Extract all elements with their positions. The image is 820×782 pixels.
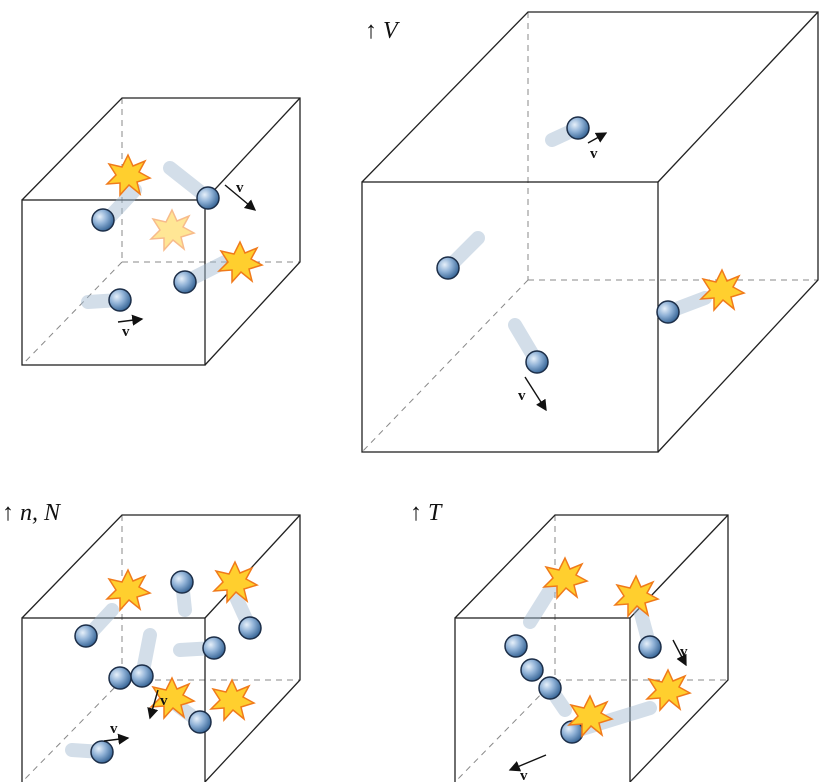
velocity-arrow [672,639,687,667]
panel-label: ↑ V [365,18,400,44]
cube [361,11,819,453]
velocity-arrow [524,376,547,412]
velocity-label: v [236,180,244,196]
velocity-label: v [160,693,168,709]
velocity-label: v [680,644,688,660]
cube [21,97,301,366]
velocity-arrow [147,689,159,720]
velocity-arrow [224,184,257,211]
velocity-arrow [587,132,608,144]
velocity-arrow [508,754,547,772]
velocity-label: v [122,324,130,340]
velocity-arrow [117,314,144,326]
molecules [504,557,691,744]
velocity-label: v [590,146,598,162]
molecules [436,116,745,374]
cube [21,514,301,782]
molecules [81,154,263,312]
velocity-arrow [103,733,130,745]
panel-label: ↑ n, N [2,500,62,526]
cube [454,514,729,782]
velocity-label: v [518,388,526,404]
panel-label: ↑ T [410,500,443,526]
molecules [65,561,262,764]
velocity-label: v [110,721,118,737]
velocity-label: v [520,768,528,782]
